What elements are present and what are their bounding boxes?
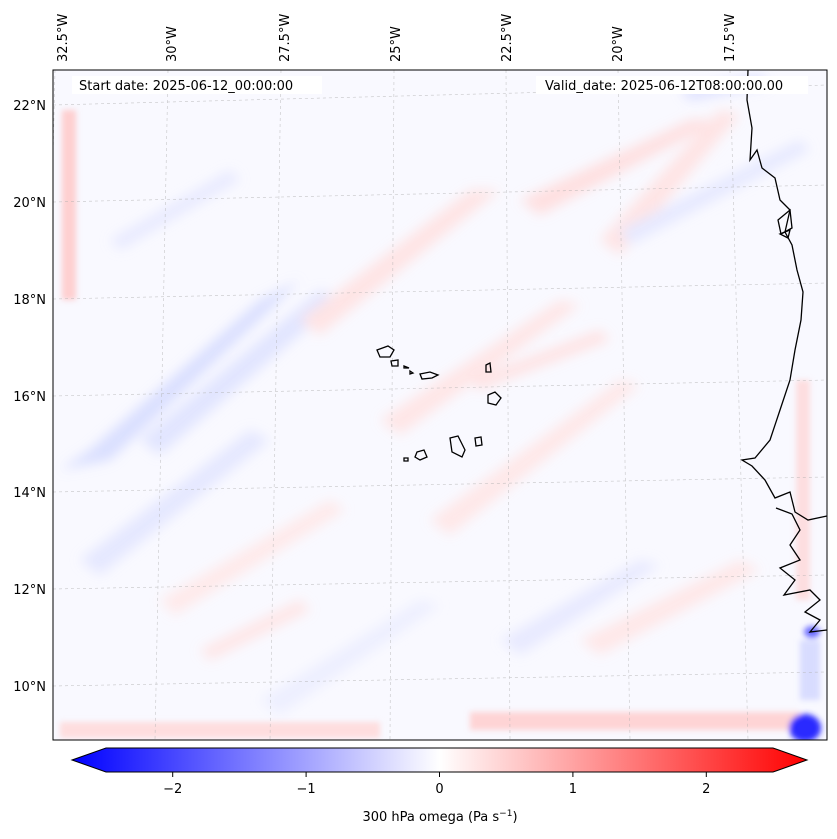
colorbar-tick-label: −1 bbox=[297, 782, 316, 797]
colorbar-tick-label: 1 bbox=[569, 782, 577, 797]
lat-label: 16°N bbox=[13, 390, 46, 405]
lat-label: 12°N bbox=[13, 583, 46, 598]
colorbar-tick-label: 0 bbox=[435, 782, 443, 797]
lat-label: 22°N bbox=[13, 99, 46, 114]
map-panel: Start date: 2025-06-12_00:00:00 Valid_da… bbox=[52, 69, 828, 741]
lon-label: 30°W bbox=[165, 26, 180, 62]
lon-label: 25°W bbox=[389, 26, 404, 62]
lon-label: 20°W bbox=[611, 26, 626, 62]
colorbar: −2 −1 0 1 2 300 hPa omega (Pa s−1) bbox=[70, 747, 809, 825]
start-date-label: Start date: 2025-06-12_00:00:00 bbox=[79, 79, 293, 94]
colorbar-bar bbox=[70, 747, 809, 773]
latitude-labels: 22°N 20°N 18°N 16°N 14°N 12°N 10°N bbox=[13, 99, 46, 695]
lon-label: 17.5°W bbox=[723, 14, 738, 62]
lat-label: 10°N bbox=[13, 680, 46, 695]
coastline bbox=[740, 70, 827, 633]
colorbar-ticks: −2 −1 0 1 2 bbox=[163, 772, 710, 797]
gridlines bbox=[53, 70, 827, 740]
lat-label: 20°N bbox=[13, 196, 46, 211]
lat-label: 18°N bbox=[13, 293, 46, 308]
omega-field bbox=[53, 70, 827, 740]
colorbar-tick-label: 2 bbox=[702, 782, 710, 797]
cabo-verde-islands bbox=[376, 345, 502, 462]
colorbar-label: 300 hPa omega (Pa s−1) bbox=[362, 809, 517, 825]
lon-label: 32.5°W bbox=[56, 14, 71, 62]
lat-label: 14°N bbox=[13, 486, 46, 501]
longitude-labels: 32.5°W 30°W 27.5°W 25°W 22.5°W 20°W 17.5… bbox=[56, 14, 738, 62]
valid-date-label: Valid_date: 2025-06-12T08:00:00.00 bbox=[545, 79, 783, 94]
lon-label: 27.5°W bbox=[278, 14, 293, 62]
lon-label: 22.5°W bbox=[500, 14, 515, 62]
colorbar-tick-label: −2 bbox=[163, 782, 182, 797]
